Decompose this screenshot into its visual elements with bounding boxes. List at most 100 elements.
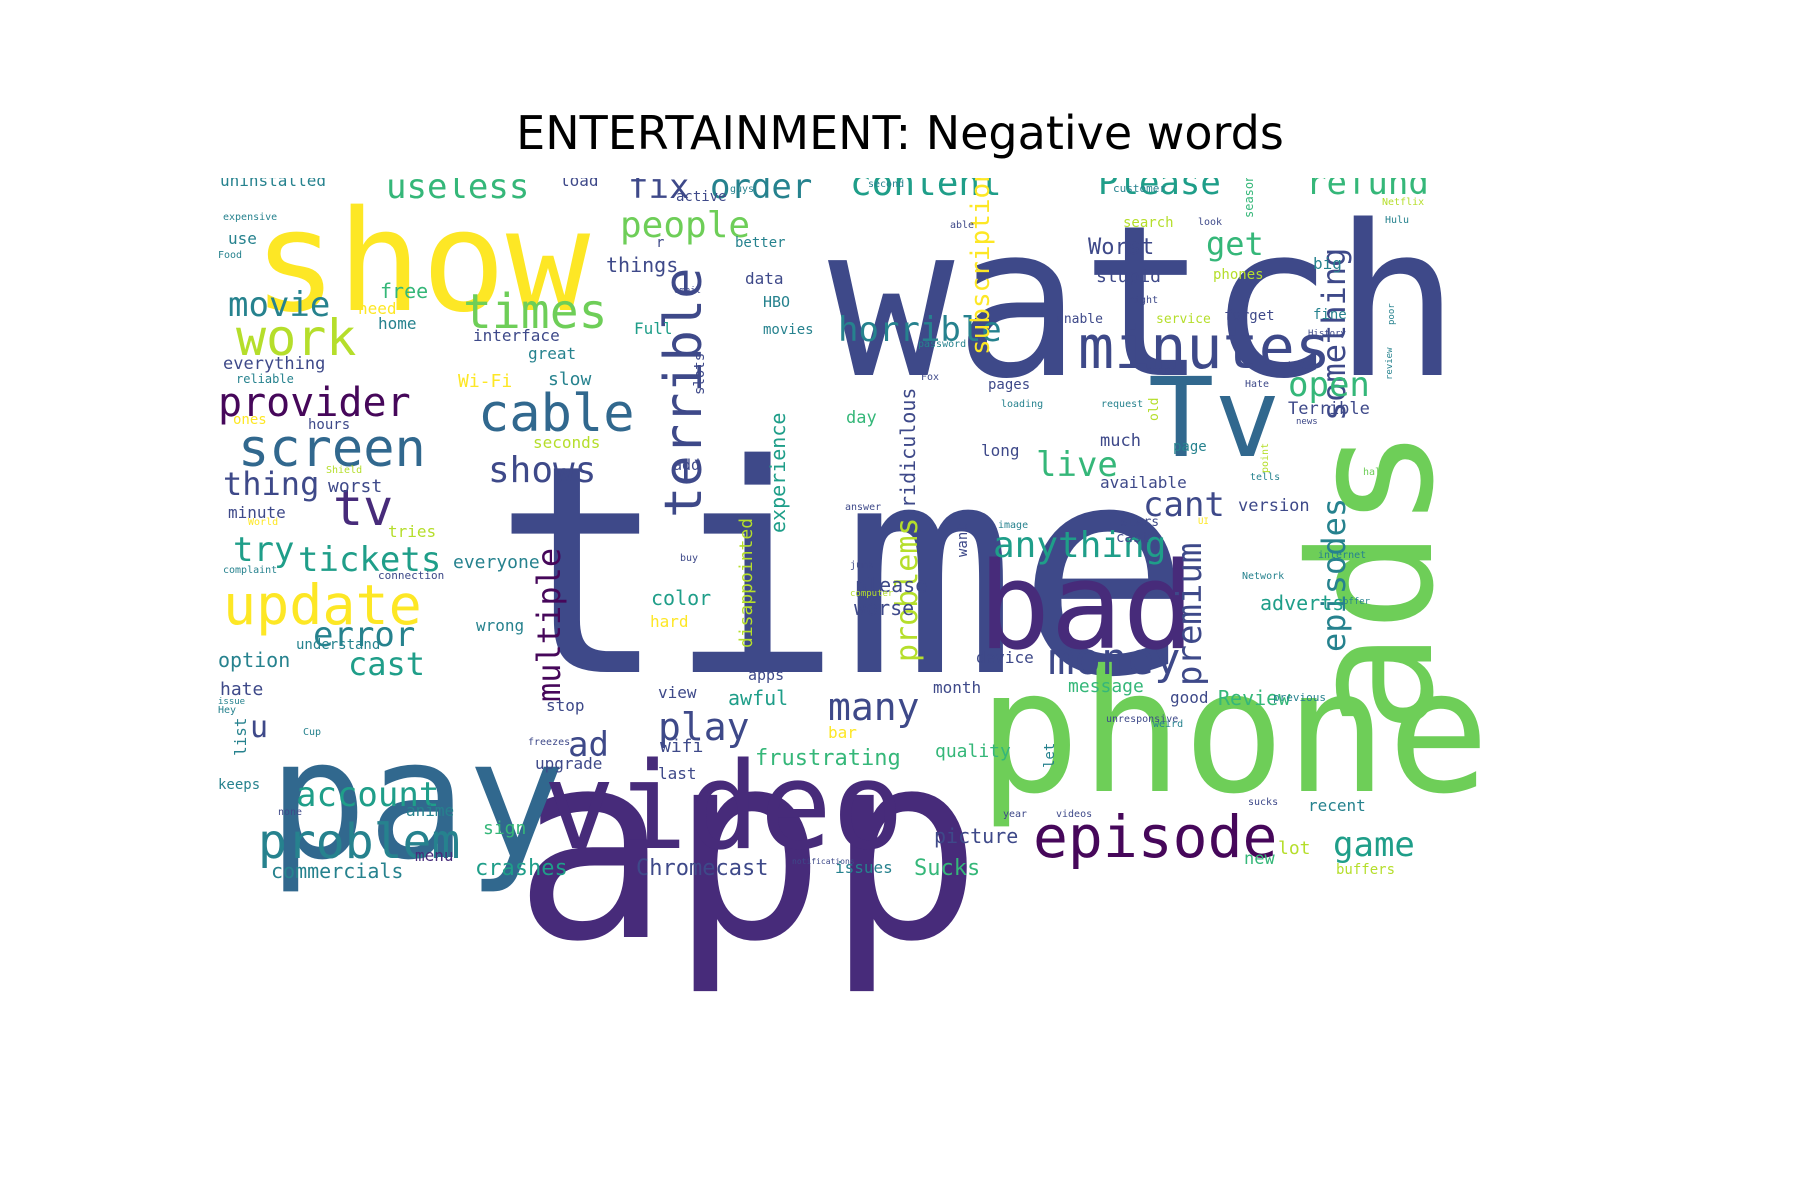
cloud-word: Hey — [218, 705, 237, 716]
cloud-word: last — [658, 764, 697, 783]
cloud-word: frustrating — [755, 746, 901, 771]
cloud-word: computer — [850, 589, 894, 599]
cloud-word: ad — [568, 725, 609, 765]
cloud-word: add — [673, 456, 701, 474]
cloud-word: Please — [1098, 178, 1221, 203]
cloud-word: cant — [1143, 485, 1225, 525]
cloud-word: Chromecast — [636, 856, 769, 881]
cloud-word: Netflix — [1382, 197, 1425, 208]
cloud-word: times — [463, 284, 608, 340]
cloud-word: game — [1333, 825, 1415, 865]
cloud-word: day — [846, 408, 877, 428]
cloud-word: lot — [1278, 838, 1311, 859]
cloud-word: episodes — [1315, 497, 1353, 652]
cloud-word: service — [1156, 312, 1211, 327]
cloud-word: play — [658, 705, 750, 749]
cloud-word: fine — [1313, 307, 1347, 323]
cloud-word: u — [250, 710, 269, 745]
cloud-word: view — [658, 683, 697, 702]
cloud-word: movie — [228, 285, 331, 325]
cloud-word: try — [233, 530, 295, 570]
cloud-word: pages — [988, 377, 1031, 393]
cloud-word: everyone — [453, 552, 540, 573]
cloud-word: request — [1101, 399, 1144, 410]
cloud-word: UI — [1198, 517, 1209, 527]
cloud-word: app — [513, 697, 983, 999]
cloud-word: buy — [680, 553, 699, 564]
cloud-word: color — [651, 586, 712, 610]
cloud-word: Fox — [921, 372, 940, 383]
cloud-word: pay — [268, 704, 567, 896]
cloud-word: movies — [763, 322, 814, 338]
cloud-word: load — [560, 178, 599, 190]
cloud-word: reliable — [236, 372, 294, 386]
cloud-word: error — [313, 615, 416, 655]
cloud-word: able — [950, 220, 975, 231]
cloud-word: let — [1042, 742, 1058, 769]
cloud-word: good — [1170, 688, 1209, 707]
cloud-word: thing — [223, 465, 320, 503]
cloud-word: long — [981, 441, 1020, 460]
cloud-word: issue — [218, 697, 246, 707]
cloud-word: things — [606, 253, 679, 277]
cloud-word: World — [248, 517, 279, 528]
cloud-word: update — [223, 573, 422, 637]
cloud-word: need — [358, 299, 397, 318]
cloud-word: slow — [548, 369, 592, 390]
cloud-word: subscription — [966, 178, 996, 356]
cloud-word: search — [1123, 215, 1174, 231]
cloud-word: Full — [634, 319, 673, 338]
chart-title: ENTERTAINMENT: Negative words — [516, 106, 1284, 160]
cloud-word: free — [380, 279, 429, 303]
cloud-word: guys — [730, 184, 755, 195]
cloud-word: Worst — [1088, 235, 1155, 260]
cloud-word: content — [850, 178, 1002, 204]
cloud-word: videos — [1056, 809, 1093, 820]
cloud-word: wifi — [660, 736, 704, 757]
cloud-word: device — [976, 648, 1034, 667]
cloud-word: people — [620, 205, 751, 246]
cloud-word: offer — [1343, 597, 1371, 607]
cloud-word: wrong — [476, 616, 525, 635]
word-cloud: time app watch show pay phone video bad ads Tv epi… — [218, 178, 1640, 1024]
cloud-word: password — [918, 339, 967, 350]
cloud-word: hard — [650, 612, 689, 631]
cloud-word: experience — [766, 412, 790, 533]
cloud-word: weird — [1153, 719, 1184, 730]
cloud-word: bad — [978, 538, 1195, 677]
cloud-word: money — [1048, 634, 1181, 685]
cloud-word: awful — [728, 686, 789, 710]
cloud-word: recent — [1308, 796, 1366, 815]
cloud-word: open — [1288, 365, 1370, 405]
cloud-word: start — [1146, 365, 1177, 376]
cloud-word: picture — [934, 824, 1019, 848]
cloud-word: review — [1385, 347, 1395, 381]
cloud-word: buffers — [1336, 862, 1396, 878]
cloud-word: Sucks — [914, 856, 981, 881]
cloud-word: none — [278, 807, 303, 818]
cloud-word: problem — [258, 814, 461, 870]
cloud-word: unresponsive — [1106, 714, 1179, 725]
cloud-word: uninstalled — [220, 178, 326, 190]
cloud-word: worst — [328, 476, 383, 497]
cloud-word: available — [1100, 473, 1187, 492]
cloud-word: Food — [218, 250, 243, 261]
cloud-word: version — [1238, 496, 1310, 516]
cloud-word: phones — [1213, 267, 1264, 283]
cloud-word: great — [528, 344, 577, 363]
cloud-word: tries — [388, 522, 437, 541]
cloud-word: commercials — [271, 859, 404, 883]
cloud-word: big — [1313, 254, 1342, 273]
cloud-word: expensive — [223, 212, 278, 223]
cloud-word: previous — [1273, 691, 1326, 704]
cloud-word: email — [674, 286, 702, 296]
cloud-word: crashes — [475, 856, 568, 881]
cloud-word: notifications — [792, 857, 855, 866]
cloud-word: use — [228, 229, 257, 248]
cloud-word: useless — [386, 178, 530, 207]
cloud-word: menu — [415, 846, 454, 865]
cloud-word: horrible — [838, 310, 1002, 350]
cloud-word: time — [493, 404, 1192, 741]
cloud-word: adverts — [1260, 591, 1345, 615]
cloud-word: half — [1363, 467, 1388, 478]
